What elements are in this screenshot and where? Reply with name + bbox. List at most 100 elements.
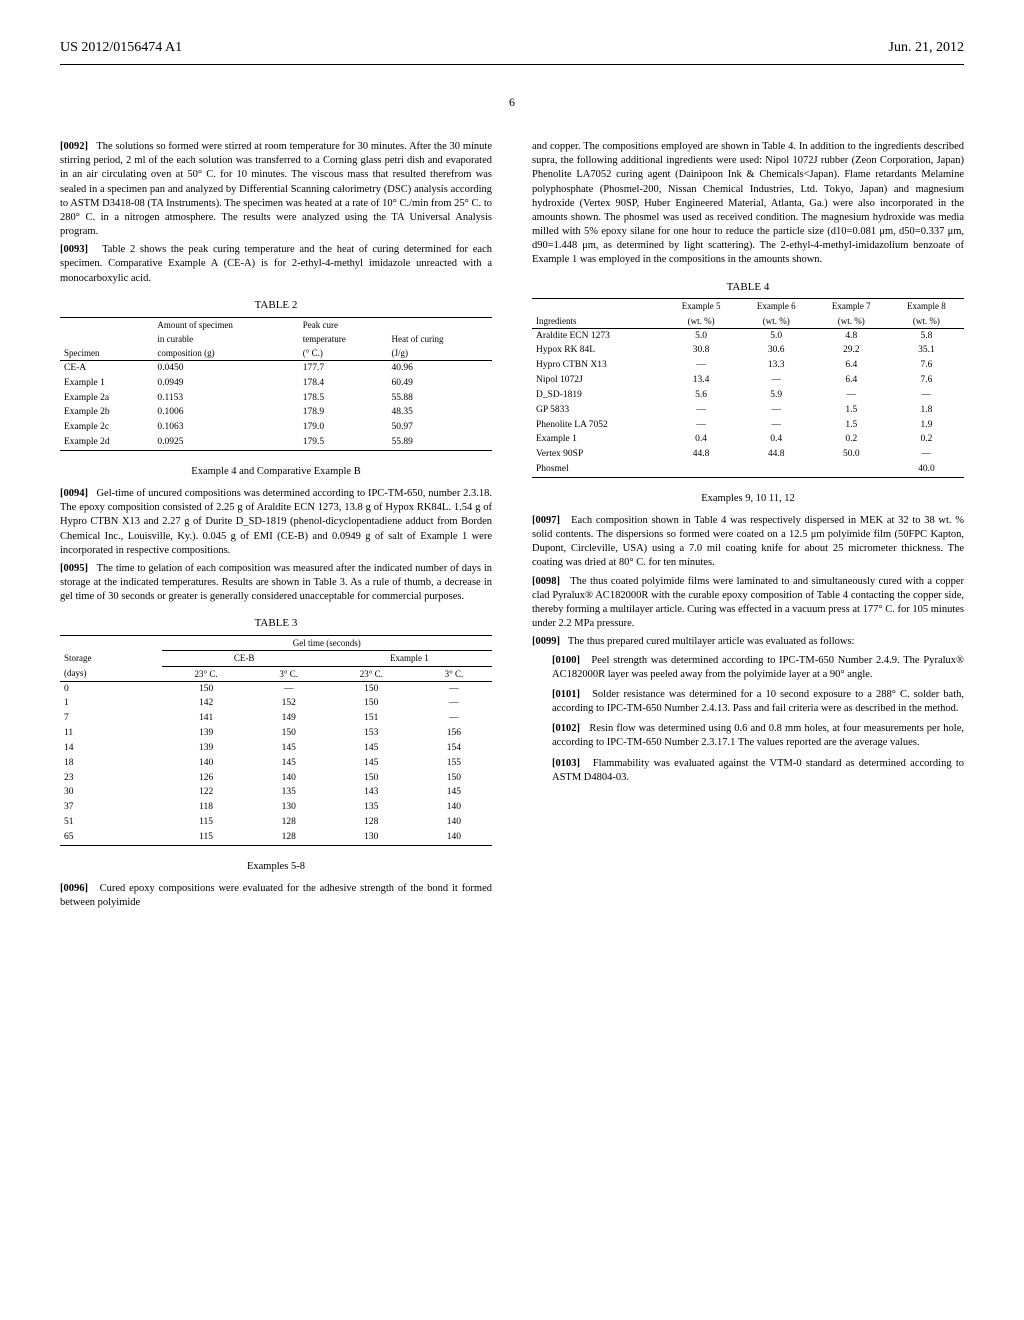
table-row: Hypox RK 84L30.830.629.235.1 bbox=[532, 343, 964, 358]
th: Storage bbox=[60, 651, 162, 666]
para-0103: [0103] Flammability was evaluated agains… bbox=[552, 757, 964, 785]
table-3: Gel time (seconds) Storage CE-B Example … bbox=[60, 635, 492, 845]
table-2: Amount of specimen Peak cure in curable … bbox=[60, 317, 492, 451]
column-left: [0092] The solutions so formed were stir… bbox=[60, 140, 492, 914]
th: 23° C. bbox=[162, 666, 251, 681]
para-text: The thus coated polyimide films were lam… bbox=[532, 576, 964, 630]
th: Heat of curing bbox=[392, 334, 444, 344]
para-0097: [0097] Each composition shown in Table 4… bbox=[532, 514, 964, 571]
para-0098: [0098] The thus coated polyimide films w… bbox=[532, 575, 964, 632]
para-text: Cured epoxy compositions were evaluated … bbox=[60, 883, 492, 908]
th: Peak cure bbox=[303, 320, 338, 330]
table-row: Nipol 1072J13.4—6.47.6 bbox=[532, 373, 964, 388]
para-text: Flammability was evaluated against the V… bbox=[552, 758, 964, 783]
th: temperature bbox=[303, 334, 346, 344]
table-row: Example 2c0.1063179.050.97 bbox=[60, 420, 492, 435]
table-row: Phenolite LA 7052——1.51.9 bbox=[532, 418, 964, 433]
th: Gel time (seconds) bbox=[162, 636, 492, 651]
page-header: US 2012/0156474 A1 Jun. 21, 2012 bbox=[60, 40, 964, 56]
examples58-title: Examples 5-8 bbox=[60, 860, 492, 874]
para-num: [0103] bbox=[552, 758, 580, 769]
th: Amount of specimen bbox=[157, 320, 233, 330]
para-text: The time to gelation of each composition… bbox=[60, 563, 492, 602]
th: Example 7 bbox=[814, 299, 889, 314]
para-text: Gel-time of uncured compositions was det… bbox=[60, 488, 492, 556]
table4-body: Araldite ECN 12735.05.04.85.8 Hypox RK 8… bbox=[532, 328, 964, 477]
para-num: [0097] bbox=[532, 515, 560, 526]
table-row: Hypro CTBN X13—13.36.47.6 bbox=[532, 358, 964, 373]
table4-caption: TABLE 4 bbox=[532, 280, 964, 295]
th: CE-B bbox=[162, 651, 327, 666]
table-row: Phosmel40.0 bbox=[532, 462, 964, 477]
table2-caption: TABLE 2 bbox=[60, 298, 492, 313]
table-4: Example 5 Example 6 Example 7 Example 8 … bbox=[532, 298, 964, 477]
table-row: Example 10.0949178.460.49 bbox=[60, 376, 492, 391]
para-num: [0095] bbox=[60, 563, 88, 574]
th: (wt. %) bbox=[889, 314, 964, 329]
para-0093: [0093] Table 2 shows the peak curing tem… bbox=[60, 243, 492, 286]
para-num: [0098] bbox=[532, 576, 560, 587]
para-num: [0093] bbox=[60, 244, 88, 255]
th: (wt. %) bbox=[664, 314, 739, 329]
para-text: Resin flow was determined using 0.6 and … bbox=[552, 723, 964, 748]
table-row: Example 10.40.40.20.2 bbox=[532, 432, 964, 447]
th: 3° C. bbox=[251, 666, 327, 681]
publication-date: Jun. 21, 2012 bbox=[889, 40, 964, 56]
table-row: 30122135143145 bbox=[60, 785, 492, 800]
table-row: D_SD-18195.65.9—— bbox=[532, 388, 964, 403]
th: (° C.) bbox=[303, 348, 323, 358]
example4-title: Example 4 and Comparative Example B bbox=[60, 465, 492, 479]
para-text: Solder resistance was determined for a 1… bbox=[552, 689, 964, 714]
table-row: GP 5833——1.51.8 bbox=[532, 403, 964, 418]
page-number: 6 bbox=[60, 95, 964, 110]
table-row: 14139145145154 bbox=[60, 741, 492, 756]
th: (wt. %) bbox=[814, 314, 889, 329]
para-text: Peel strength was determined according t… bbox=[552, 655, 964, 680]
para-0096: [0096] Cured epoxy compositions were eva… bbox=[60, 882, 492, 910]
table-row: Example 2b0.1006178.948.35 bbox=[60, 405, 492, 420]
para-num: [0094] bbox=[60, 488, 88, 499]
table-row: 23126140150150 bbox=[60, 771, 492, 786]
table-row: 65115128130140 bbox=[60, 830, 492, 845]
content-columns: [0092] The solutions so formed were stir… bbox=[60, 140, 964, 914]
column-right: and copper. The compositions employed ar… bbox=[532, 140, 964, 914]
para-0101: [0101] Solder resistance was determined … bbox=[552, 688, 964, 716]
th: (wt. %) bbox=[739, 314, 814, 329]
table-row: 0150—150— bbox=[60, 681, 492, 696]
table-row: Araldite ECN 12735.05.04.85.8 bbox=[532, 328, 964, 343]
table3-body: 0150—150— 1142152150— 7141149151— 111391… bbox=[60, 681, 492, 845]
table-row: CE-A0.0450177.740.96 bbox=[60, 360, 492, 375]
para-0099: [0099] The thus prepared cured multilaye… bbox=[532, 635, 964, 649]
header-rule bbox=[60, 64, 964, 65]
para-0095: [0095] The time to gelation of each comp… bbox=[60, 562, 492, 605]
table-row: Example 2a0.1153178.555.88 bbox=[60, 391, 492, 406]
para-0100: [0100] Peel strength was determined acco… bbox=[552, 654, 964, 682]
para-num: [0102] bbox=[552, 723, 580, 734]
publication-number: US 2012/0156474 A1 bbox=[60, 40, 182, 56]
examples912-title: Examples 9, 10 11, 12 bbox=[532, 492, 964, 506]
th: Ingredients bbox=[532, 314, 664, 329]
th: Example 6 bbox=[739, 299, 814, 314]
th: Specimen bbox=[64, 348, 100, 358]
table-row: Example 2d0.0925179.555.89 bbox=[60, 435, 492, 450]
para-0102: [0102] Resin flow was determined using 0… bbox=[552, 722, 964, 750]
para-num: [0099] bbox=[532, 636, 560, 647]
th: Example 1 bbox=[327, 651, 492, 666]
para-num: [0101] bbox=[552, 689, 580, 700]
th: Example 8 bbox=[889, 299, 964, 314]
table2-body: CE-A0.0450177.740.96 Example 10.0949178.… bbox=[60, 360, 492, 450]
table3-caption: TABLE 3 bbox=[60, 616, 492, 631]
table-row: 11139150153156 bbox=[60, 726, 492, 741]
para-0092: [0092] The solutions so formed were stir… bbox=[60, 140, 492, 239]
table-row: 51115128128140 bbox=[60, 815, 492, 830]
table-row: 7141149151— bbox=[60, 711, 492, 726]
para-num: [0096] bbox=[60, 883, 88, 894]
para-text: The solutions so formed were stirred at … bbox=[60, 141, 492, 237]
para-num: [0092] bbox=[60, 141, 88, 152]
table-row: Vertex 90SP44.844.850.0— bbox=[532, 447, 964, 462]
para-0094: [0094] Gel-time of uncured compositions … bbox=[60, 487, 492, 558]
th: composition (g) bbox=[157, 348, 214, 358]
th: 3° C. bbox=[416, 666, 492, 681]
th: Example 5 bbox=[664, 299, 739, 314]
para-text: Table 2 shows the peak curing temperatur… bbox=[60, 244, 492, 283]
